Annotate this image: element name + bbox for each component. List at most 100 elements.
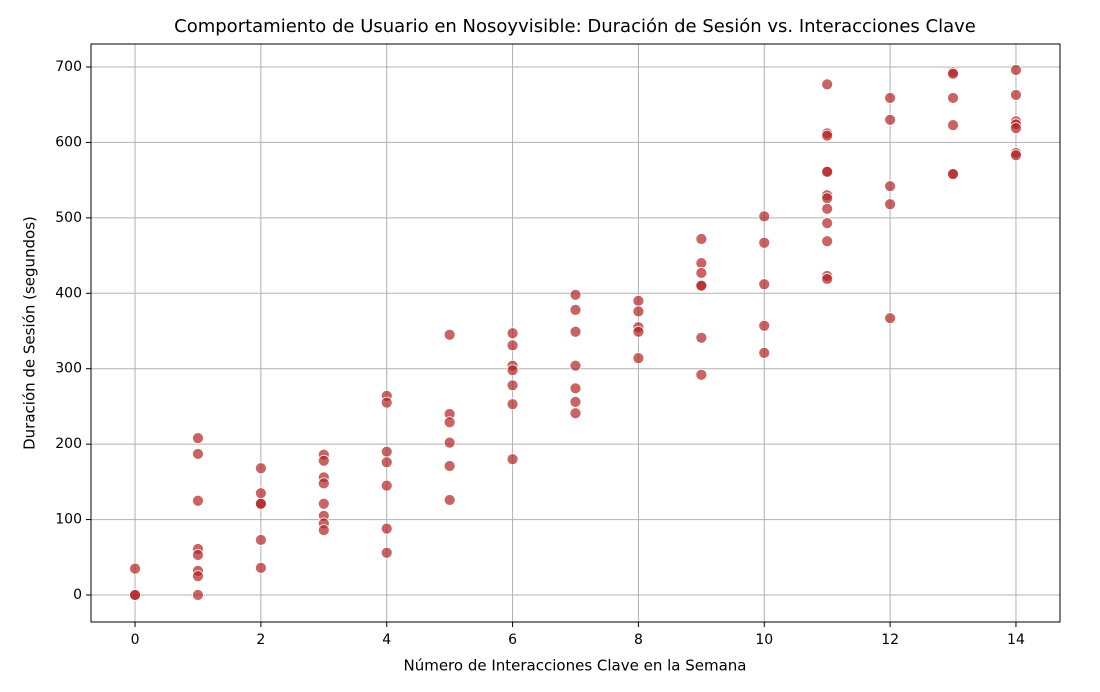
point <box>884 92 897 104</box>
point <box>192 432 204 445</box>
point <box>443 436 456 449</box>
point <box>821 192 834 205</box>
point <box>884 180 897 193</box>
point <box>506 379 519 392</box>
point <box>947 67 959 80</box>
point <box>1010 89 1022 101</box>
point <box>192 494 204 507</box>
points <box>129 64 1022 601</box>
plot-frame <box>90 43 1061 623</box>
point <box>254 561 267 574</box>
point <box>758 319 771 332</box>
x-tick-label: 4 <box>382 632 391 648</box>
point <box>317 497 330 510</box>
point <box>254 497 267 510</box>
y-tick-label: 600 <box>55 134 82 150</box>
point <box>695 233 708 245</box>
y-tick-label: 400 <box>55 285 82 301</box>
y-axis-label: Duración de Sesión (segundos) <box>21 216 39 450</box>
point <box>695 267 708 279</box>
point <box>884 198 897 211</box>
point <box>569 303 582 316</box>
point <box>380 456 393 469</box>
point <box>254 462 267 475</box>
point <box>758 210 771 223</box>
x-axis-label: Número de Interacciones Clave en la Sema… <box>403 657 746 675</box>
point <box>758 278 771 291</box>
point <box>380 445 393 458</box>
y-tick-label: 300 <box>55 361 82 377</box>
x-tick-label: 6 <box>508 632 517 648</box>
x-tick-label: 10 <box>755 632 773 648</box>
point <box>192 589 204 601</box>
point <box>317 454 330 467</box>
point <box>1010 149 1022 162</box>
x-tick-label: 0 <box>131 632 140 648</box>
point <box>506 327 519 340</box>
point <box>1010 64 1022 76</box>
point <box>947 119 959 131</box>
point <box>821 202 834 215</box>
x-tick-label: 14 <box>1007 632 1025 648</box>
point <box>569 288 582 301</box>
point <box>192 549 204 561</box>
y-tick-label: 100 <box>55 512 82 528</box>
point <box>821 78 834 91</box>
chart-title: Comportamiento de Usuario en Nosoyvisibl… <box>174 16 976 37</box>
y-tick-label: 500 <box>55 210 82 226</box>
point <box>317 524 330 537</box>
point <box>380 546 393 559</box>
point <box>569 359 582 372</box>
point <box>821 217 834 230</box>
point <box>632 325 645 338</box>
point <box>569 396 582 408</box>
point <box>695 368 708 381</box>
point <box>129 562 141 575</box>
point <box>380 522 393 535</box>
x-tick-label: 12 <box>881 632 899 648</box>
point <box>443 328 456 341</box>
point <box>1010 122 1022 135</box>
point <box>758 236 771 249</box>
point <box>380 396 393 409</box>
point <box>317 477 330 490</box>
point <box>758 346 771 359</box>
point <box>947 92 959 104</box>
point <box>506 339 519 352</box>
point <box>695 279 708 292</box>
point <box>569 407 582 420</box>
point <box>695 257 708 270</box>
point <box>821 273 834 285</box>
point <box>443 460 456 472</box>
point <box>254 487 267 500</box>
point <box>443 494 456 506</box>
point <box>632 294 645 307</box>
point <box>506 453 519 466</box>
point <box>506 398 519 411</box>
y-tick-label: 0 <box>73 587 82 603</box>
point <box>443 416 456 429</box>
point <box>632 305 645 318</box>
x-tick-label: 8 <box>634 632 643 648</box>
point <box>506 364 519 377</box>
point <box>569 382 582 395</box>
point <box>129 589 141 601</box>
point <box>821 235 834 248</box>
point <box>947 168 959 181</box>
point <box>632 352 645 365</box>
point <box>254 534 267 546</box>
y-tick-label: 200 <box>55 436 82 452</box>
point <box>192 448 204 460</box>
point <box>192 570 204 583</box>
point <box>821 165 834 178</box>
point <box>569 325 582 338</box>
point <box>380 479 393 492</box>
y-tick-label: 700 <box>55 59 82 75</box>
x-tick-label: 2 <box>256 632 265 648</box>
point <box>884 312 897 325</box>
point <box>821 129 834 142</box>
point <box>695 331 708 344</box>
point <box>884 113 897 126</box>
